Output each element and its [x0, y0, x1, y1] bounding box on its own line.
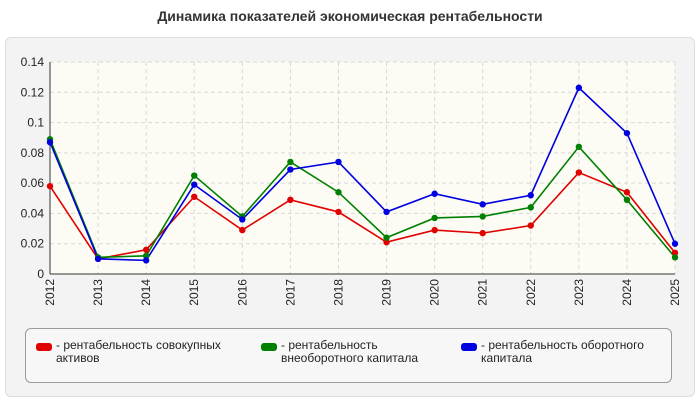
- data-point: [287, 166, 294, 173]
- x-tick-label: 2017: [283, 279, 297, 306]
- data-point: [46, 182, 54, 190]
- data-point: [623, 196, 631, 203]
- data-point: [527, 192, 534, 199]
- legend-label: - рентабельность оборотного капитала: [481, 338, 644, 365]
- y-tick-label: 0.04: [21, 206, 45, 220]
- data-point: [671, 249, 679, 256]
- legend-item-working-capital: - рентабельность оборотного капитала: [461, 339, 666, 365]
- legend-label: - рентабельность внеоборотного капитала: [281, 338, 418, 365]
- x-tick-label: 2014: [139, 279, 153, 306]
- data-point: [479, 229, 486, 237]
- data-point: [575, 143, 583, 150]
- chart-legend: - рентабельность совокупных активов - ре…: [25, 328, 672, 383]
- plot-area: [50, 62, 675, 274]
- y-tick-label: 0.08: [21, 146, 45, 160]
- legend-item-total-assets: - рентабельность совокупных активов: [36, 339, 246, 365]
- series-line-1: [49, 138, 676, 259]
- x-tick-label: 2018: [331, 279, 345, 306]
- y-tick-label: 0.06: [21, 176, 45, 190]
- data-point: [287, 196, 294, 203]
- chart-title: Динамика показателей экономическая рента…: [157, 8, 543, 24]
- data-point: [623, 129, 631, 137]
- x-tick-label: 2022: [524, 279, 538, 306]
- data-point: [671, 240, 679, 247]
- data-point: [575, 84, 583, 91]
- data-point: [671, 254, 679, 261]
- legend-item-noncurrent-capital: - рентабельность внеоборотного капитала: [261, 339, 461, 365]
- x-tick-label: 2012: [43, 279, 57, 306]
- data-point: [383, 239, 390, 246]
- y-tick-label: 0.02: [21, 237, 45, 251]
- data-point: [335, 158, 342, 166]
- data-point: [527, 204, 534, 211]
- data-point: [383, 208, 390, 216]
- legend-swatch: [36, 343, 52, 351]
- y-tick-label: 0.1: [27, 116, 44, 130]
- data-point: [191, 172, 198, 179]
- x-tick-label: 2024: [620, 279, 634, 306]
- series-line-2: [49, 86, 676, 262]
- data-point: [335, 208, 342, 216]
- legend-swatch: [461, 343, 477, 351]
- data-point: [287, 158, 294, 166]
- x-tick-label: 2021: [476, 279, 490, 306]
- x-tick-label: 2015: [187, 279, 201, 306]
- data-point: [431, 190, 438, 197]
- data-point: [191, 181, 198, 188]
- x-tick-label: 2025: [668, 279, 682, 306]
- data-point: [479, 213, 486, 220]
- data-point: [335, 189, 342, 196]
- y-tick-label: 0: [37, 267, 44, 281]
- data-point: [383, 234, 390, 241]
- x-tick-label: 2013: [91, 279, 105, 306]
- data-point: [431, 214, 438, 222]
- data-point: [191, 193, 198, 200]
- data-point: [94, 255, 102, 263]
- data-point: [46, 139, 54, 146]
- data-point: [623, 189, 631, 196]
- x-tick-label: 2023: [572, 279, 586, 306]
- legend-label: - рентабельность совокупных активов: [56, 338, 221, 365]
- y-tick-label: 0.12: [21, 85, 45, 99]
- x-tick-label: 2020: [428, 279, 442, 306]
- legend-swatch: [261, 343, 277, 351]
- data-point: [239, 226, 246, 234]
- x-tick-label: 2019: [380, 279, 394, 306]
- data-point: [142, 252, 150, 260]
- data-point: [431, 226, 438, 234]
- data-point: [142, 257, 150, 264]
- data-point: [142, 246, 150, 253]
- data-point: [527, 222, 534, 229]
- data-point: [479, 201, 486, 208]
- y-tick-label: 0.14: [21, 55, 45, 69]
- x-tick-label: 2016: [235, 279, 249, 306]
- data-point: [575, 169, 583, 176]
- data-point: [239, 216, 246, 223]
